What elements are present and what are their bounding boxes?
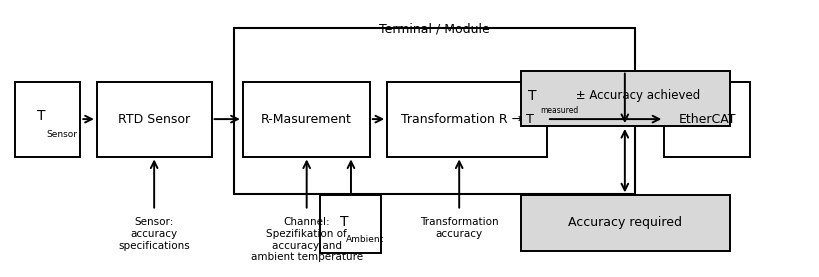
- Text: Transformation R → T: Transformation R → T: [400, 113, 533, 125]
- Text: T: T: [37, 109, 45, 123]
- Text: EtherCAT: EtherCAT: [677, 113, 735, 125]
- Bar: [242, 82, 369, 157]
- Text: Channel:
Spezifikation of
accuracy and
ambient temperature: Channel: Spezifikation of accuracy and a…: [251, 217, 362, 262]
- Text: T: T: [527, 89, 536, 102]
- Text: Sensor:
accuracy
specifications: Sensor: accuracy specifications: [118, 217, 190, 251]
- Text: Ambient: Ambient: [346, 235, 384, 244]
- Bar: [233, 28, 635, 194]
- Text: RTD Sensor: RTD Sensor: [118, 113, 190, 125]
- Text: Terminal / Module: Terminal / Module: [378, 23, 490, 35]
- Bar: [15, 82, 80, 157]
- Bar: [319, 195, 381, 253]
- Text: R-Masurement: R-Masurement: [260, 113, 351, 125]
- Bar: [387, 82, 546, 157]
- Bar: [520, 71, 729, 126]
- Text: Transformation
accuracy: Transformation accuracy: [419, 217, 498, 239]
- Text: T: T: [339, 215, 348, 229]
- Text: Sensor: Sensor: [47, 130, 78, 139]
- Text: ± Accuracy achieved: ± Accuracy achieved: [571, 89, 699, 102]
- Text: Accuracy required: Accuracy required: [568, 217, 681, 229]
- Bar: [663, 82, 749, 157]
- Text: measured: measured: [540, 106, 577, 115]
- Bar: [520, 195, 729, 251]
- Bar: [97, 82, 211, 157]
